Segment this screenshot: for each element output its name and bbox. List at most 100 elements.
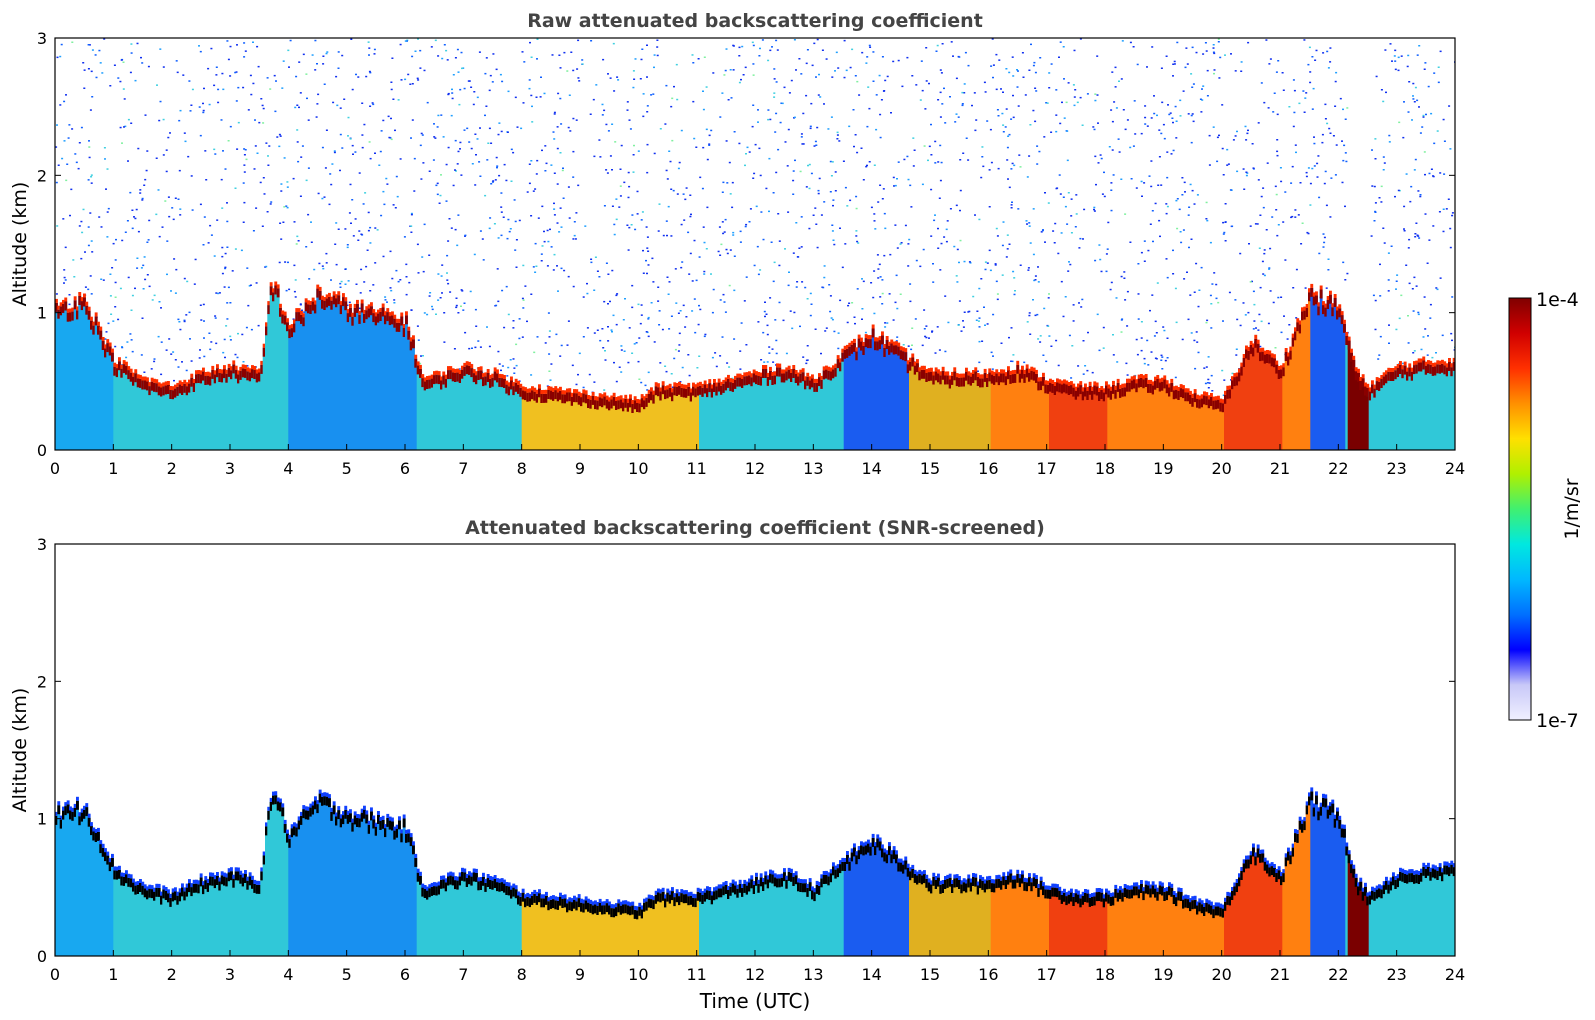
noise-pixel — [1255, 327, 1257, 329]
layer-fringe — [731, 378, 735, 383]
noise-pixel — [566, 70, 569, 72]
layer-fringe — [1438, 360, 1442, 365]
noise-pixel — [181, 361, 183, 363]
layer-column — [1088, 385, 1092, 450]
layer-top-edge — [561, 394, 565, 404]
noise-pixel — [882, 188, 885, 190]
noise-pixel — [1161, 101, 1164, 104]
noise-pixel — [873, 213, 876, 215]
noise-pixel — [1234, 70, 1237, 72]
noise-pixel — [1190, 238, 1193, 240]
layer-column — [1396, 368, 1400, 450]
x-tick-label: 3 — [225, 459, 235, 478]
layer-fringe — [1312, 292, 1316, 297]
noise-pixel — [191, 88, 194, 91]
noise-pixel — [1301, 222, 1304, 224]
noise-pixel — [547, 312, 550, 314]
layer-fringe — [734, 375, 737, 380]
layer-fringe — [288, 325, 292, 330]
layer-top-edge — [155, 383, 159, 393]
noise-pixel — [1432, 225, 1435, 227]
noise-pixel — [1244, 125, 1247, 128]
layer-top-edge — [797, 376, 800, 386]
noise-pixel — [1442, 230, 1445, 233]
noise-pixel — [55, 146, 58, 148]
layer-fringe — [1298, 320, 1302, 325]
layer-fringe — [311, 297, 315, 302]
noise-pixel — [1284, 191, 1287, 193]
noise-pixel — [1046, 102, 1049, 104]
noise-pixel — [671, 139, 674, 142]
layer-fringe — [342, 293, 345, 298]
layer-column — [953, 371, 957, 450]
layer-column — [503, 379, 506, 450]
noise-pixel — [249, 74, 252, 77]
layer-top-edge — [773, 375, 777, 385]
layer-fringe — [419, 364, 422, 369]
layer-column — [379, 312, 383, 450]
layer-column — [1431, 366, 1435, 450]
noise-pixel — [796, 281, 799, 283]
layer-top-edge — [717, 382, 721, 392]
noise-pixel — [646, 76, 648, 78]
noise-pixel — [358, 172, 361, 174]
layer-column — [757, 376, 761, 450]
noise-pixel — [257, 324, 260, 327]
noise-pixel — [310, 221, 312, 223]
layer-fringe — [498, 373, 502, 378]
noise-pixel — [1242, 168, 1245, 170]
noise-pixel — [107, 322, 110, 325]
layer-top-edge — [1357, 372, 1360, 382]
noise-pixel — [328, 203, 331, 206]
layer-top-edge — [211, 369, 215, 379]
noise-pixel — [371, 102, 374, 104]
noise-pixel — [1388, 141, 1391, 143]
layer-fringe — [101, 337, 105, 341]
layer-column — [577, 395, 581, 450]
layer-column — [353, 307, 357, 450]
noise-pixel — [172, 351, 175, 353]
layer-fringe — [1105, 381, 1108, 386]
noise-pixel — [721, 336, 724, 338]
layer-top-edge — [892, 345, 896, 355]
noise-pixel — [378, 164, 381, 166]
noise-pixel — [881, 279, 884, 281]
noise-pixel — [1028, 312, 1031, 314]
noise-pixel — [572, 117, 575, 120]
layer-top-edge — [188, 383, 191, 393]
layer-column — [750, 377, 754, 450]
noise-pixel — [793, 116, 796, 119]
layer-column — [633, 400, 637, 450]
noise-pixel — [1144, 105, 1147, 107]
layer-column — [575, 393, 579, 450]
noise-pixel — [186, 280, 189, 283]
noise-pixel — [995, 227, 998, 230]
layer-top-edge — [631, 404, 635, 413]
layer-column — [398, 322, 401, 450]
noise-pixel — [1280, 180, 1283, 183]
noise-pixel — [61, 157, 64, 160]
x-tick-label: 7 — [458, 459, 468, 478]
noise-pixel — [1032, 253, 1035, 256]
noise-pixel — [1215, 283, 1218, 286]
noise-pixel — [299, 195, 302, 197]
noise-pixel — [71, 41, 74, 43]
noise-pixel — [1151, 294, 1154, 296]
layer-top-edge — [895, 345, 898, 355]
layer-top-edge — [547, 390, 551, 399]
layer-top-edge — [542, 393, 546, 403]
noise-pixel — [645, 331, 648, 333]
layer-top-edge — [216, 368, 219, 378]
layer-column — [99, 330, 103, 450]
noise-pixel — [553, 172, 556, 174]
noise-pixel — [962, 152, 965, 154]
noise-pixel — [837, 332, 840, 334]
layer-top-edge — [279, 307, 282, 317]
layer-fringe — [1422, 356, 1426, 361]
noise-pixel — [806, 298, 809, 300]
layer-fringe — [318, 286, 322, 291]
noise-pixel — [708, 143, 711, 145]
noise-pixel — [437, 273, 440, 275]
noise-pixel — [351, 88, 354, 91]
noise-pixel — [1011, 162, 1014, 165]
